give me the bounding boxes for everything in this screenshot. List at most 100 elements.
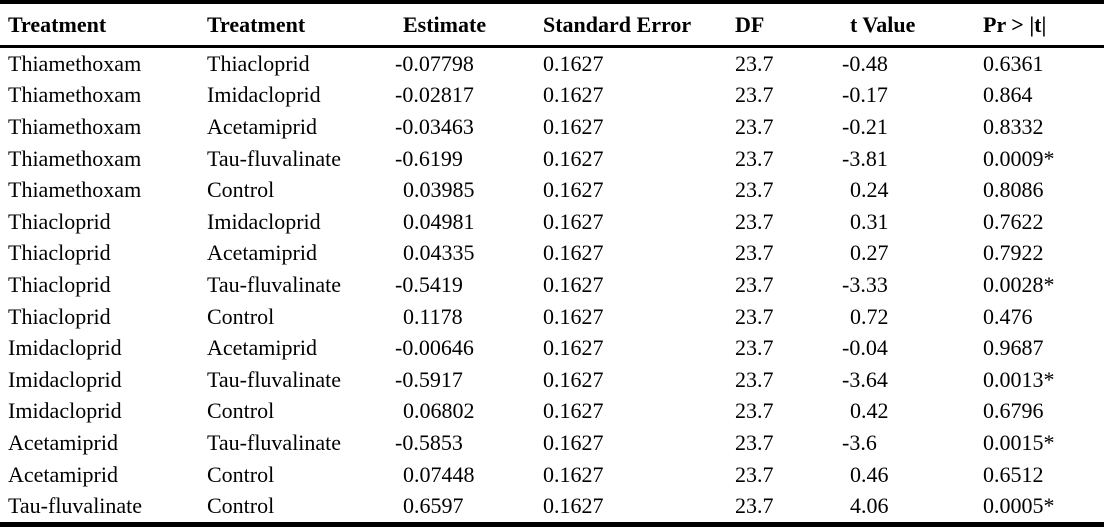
- table-cell: 0.31: [850, 208, 889, 234]
- column-header-estimate: Estimate: [403, 11, 487, 37]
- table-cell: Thiacloprid: [8, 303, 111, 329]
- table-cell: 23.7: [735, 50, 774, 76]
- column-header-treatment-1: Treatment: [8, 11, 107, 37]
- table-cell: 23.7: [735, 493, 774, 519]
- table-cell: Thiacloprid: [207, 50, 310, 76]
- table-cell: 0.24: [850, 177, 889, 203]
- table-row: Tau-fluvalinate Control 0.6597 0.1627 23.7 4.…: [0, 490, 1104, 524]
- table-cell: Tau-fluvalinate: [8, 493, 143, 519]
- table-cell: 0.8332: [983, 113, 1044, 139]
- table-row: Thiacloprid Acetamiprid 0.04335 0.1627 23.7 0…: [0, 238, 1104, 270]
- column-header-t-value: t Value: [850, 11, 916, 37]
- table-cell: 23.7: [735, 398, 774, 424]
- table-cell: 0.1627: [543, 366, 604, 392]
- table-cell: -0.21: [842, 113, 888, 139]
- table-cell: 0.1627: [543, 429, 604, 455]
- column-header-treatment-2: Treatment: [207, 11, 306, 37]
- table-cell: 23.7: [735, 208, 774, 234]
- table-cell: 23.7: [735, 335, 774, 361]
- table-cell: 23.7: [735, 366, 774, 392]
- table-cell: Acetamiprid: [8, 461, 118, 487]
- table-cell: 0.46: [850, 461, 889, 487]
- table-cell: 0.1627: [543, 398, 604, 424]
- table-header: Treatment Treatment Estimate Standard Er…: [0, 2, 1104, 47]
- table-cell: Tau-fluvalinate: [207, 429, 342, 455]
- table-cell: 0.1627: [543, 82, 604, 108]
- table-row: Thiamethoxam Imidacloprid -0.02817 0.1627 23…: [0, 80, 1104, 112]
- table-cell: Control: [207, 303, 275, 329]
- table-cell: 0.1627: [543, 113, 604, 139]
- table-cell: 0.0028*: [983, 271, 1055, 297]
- table-cell: 0.9687: [983, 335, 1044, 361]
- table-row: Thiamethoxam Control 0.03985 0.1627 23.7 0.24…: [0, 174, 1104, 206]
- table-cell: 0.0005*: [983, 493, 1055, 519]
- table-row: Imidacloprid Tau-fluvalinate -0.5917 0.1627…: [0, 364, 1104, 396]
- table-body: Thiamethoxam Thiacloprid -0.07798 0.1627 23.…: [0, 47, 1104, 525]
- table-cell: Thiacloprid: [8, 271, 111, 297]
- table-cell: Control: [207, 177, 275, 203]
- table-cell: Control: [207, 398, 275, 424]
- table-cell: 0.03985: [403, 177, 475, 203]
- table-cell: 23.7: [735, 177, 774, 203]
- table-cell: -3.64: [842, 366, 888, 392]
- table-cell: 0.27: [850, 240, 889, 266]
- table-cell: 0.04335: [403, 240, 475, 266]
- table-cell: 0.864: [983, 82, 1033, 108]
- table-cell: 23.7: [735, 113, 774, 139]
- table-cell: 23.7: [735, 145, 774, 171]
- table-cell: 0.1178: [403, 303, 463, 329]
- table-cell: 0.6796: [983, 398, 1044, 424]
- header-row: Treatment Treatment Estimate Standard Er…: [0, 2, 1104, 47]
- table-cell: 23.7: [735, 429, 774, 455]
- table-cell: 23.7: [735, 271, 774, 297]
- table-cell: 0.06802: [403, 398, 475, 424]
- table-cell: 23.7: [735, 461, 774, 487]
- table-cell: 0.8086: [983, 177, 1044, 203]
- table-cell: 0.1627: [543, 335, 604, 361]
- table-cell: -0.03463: [395, 113, 474, 139]
- table-cell: Imidacloprid: [207, 208, 321, 234]
- table-cell: -3.6: [842, 429, 877, 455]
- table-cell: 0.1627: [543, 177, 604, 203]
- table-cell: Tau-fluvalinate: [207, 271, 342, 297]
- table-cell: 0.1627: [543, 271, 604, 297]
- table-cell: -0.48: [842, 50, 888, 76]
- table-cell: Acetamiprid: [207, 335, 317, 361]
- table-cell: 0.07448: [403, 461, 475, 487]
- table-row: Acetamiprid Control 0.07448 0.1627 23.7 0.46 0…: [0, 459, 1104, 491]
- table-cell: Control: [207, 493, 275, 519]
- table-cell: 23.7: [735, 303, 774, 329]
- table-cell: -0.02817: [395, 82, 474, 108]
- table-cell: Tau-fluvalinate: [207, 366, 342, 392]
- table-row: Imidacloprid Control 0.06802 0.1627 23.7 0.42…: [0, 396, 1104, 428]
- table-cell: 0.72: [850, 303, 889, 329]
- column-header-pr-t: Pr > |t|: [983, 11, 1047, 37]
- table-cell: 0.1627: [543, 240, 604, 266]
- table-cell: -0.17: [842, 82, 888, 108]
- table-cell: 23.7: [735, 240, 774, 266]
- table-row: Acetamiprid Tau-fluvalinate -0.5853 0.1627 2…: [0, 427, 1104, 459]
- table-cell: Imidacloprid: [207, 82, 321, 108]
- table-cell: 0.476: [983, 303, 1033, 329]
- table-cell: -0.5419: [395, 271, 463, 297]
- table-cell: 0.0013*: [983, 366, 1055, 392]
- table-cell: Thiacloprid: [8, 240, 111, 266]
- table-cell: -3.33: [842, 271, 888, 297]
- table-cell: Imidacloprid: [8, 366, 122, 392]
- table-row: Thiamethoxam Thiacloprid -0.07798 0.1627 23.…: [0, 47, 1104, 80]
- table-cell: 0.1627: [543, 493, 604, 519]
- table-cell: Thiamethoxam: [8, 50, 142, 76]
- column-header-df: DF: [735, 11, 765, 37]
- table-cell: -0.5917: [395, 366, 463, 392]
- table-row: Thiacloprid Tau-fluvalinate -0.5419 0.1627 2…: [0, 269, 1104, 301]
- table-cell: 0.04981: [403, 208, 475, 234]
- table-cell: Thiacloprid: [8, 208, 111, 234]
- table-cell: 0.7622: [983, 208, 1044, 234]
- table-cell: 0.1627: [543, 208, 604, 234]
- table-cell: 0.1627: [543, 50, 604, 76]
- table-row: Imidacloprid Acetamiprid -0.00646 0.1627 23.…: [0, 332, 1104, 364]
- table-cell: 0.7922: [983, 240, 1044, 266]
- table-cell: -0.6199: [395, 145, 463, 171]
- table-cell: 0.6361: [983, 50, 1044, 76]
